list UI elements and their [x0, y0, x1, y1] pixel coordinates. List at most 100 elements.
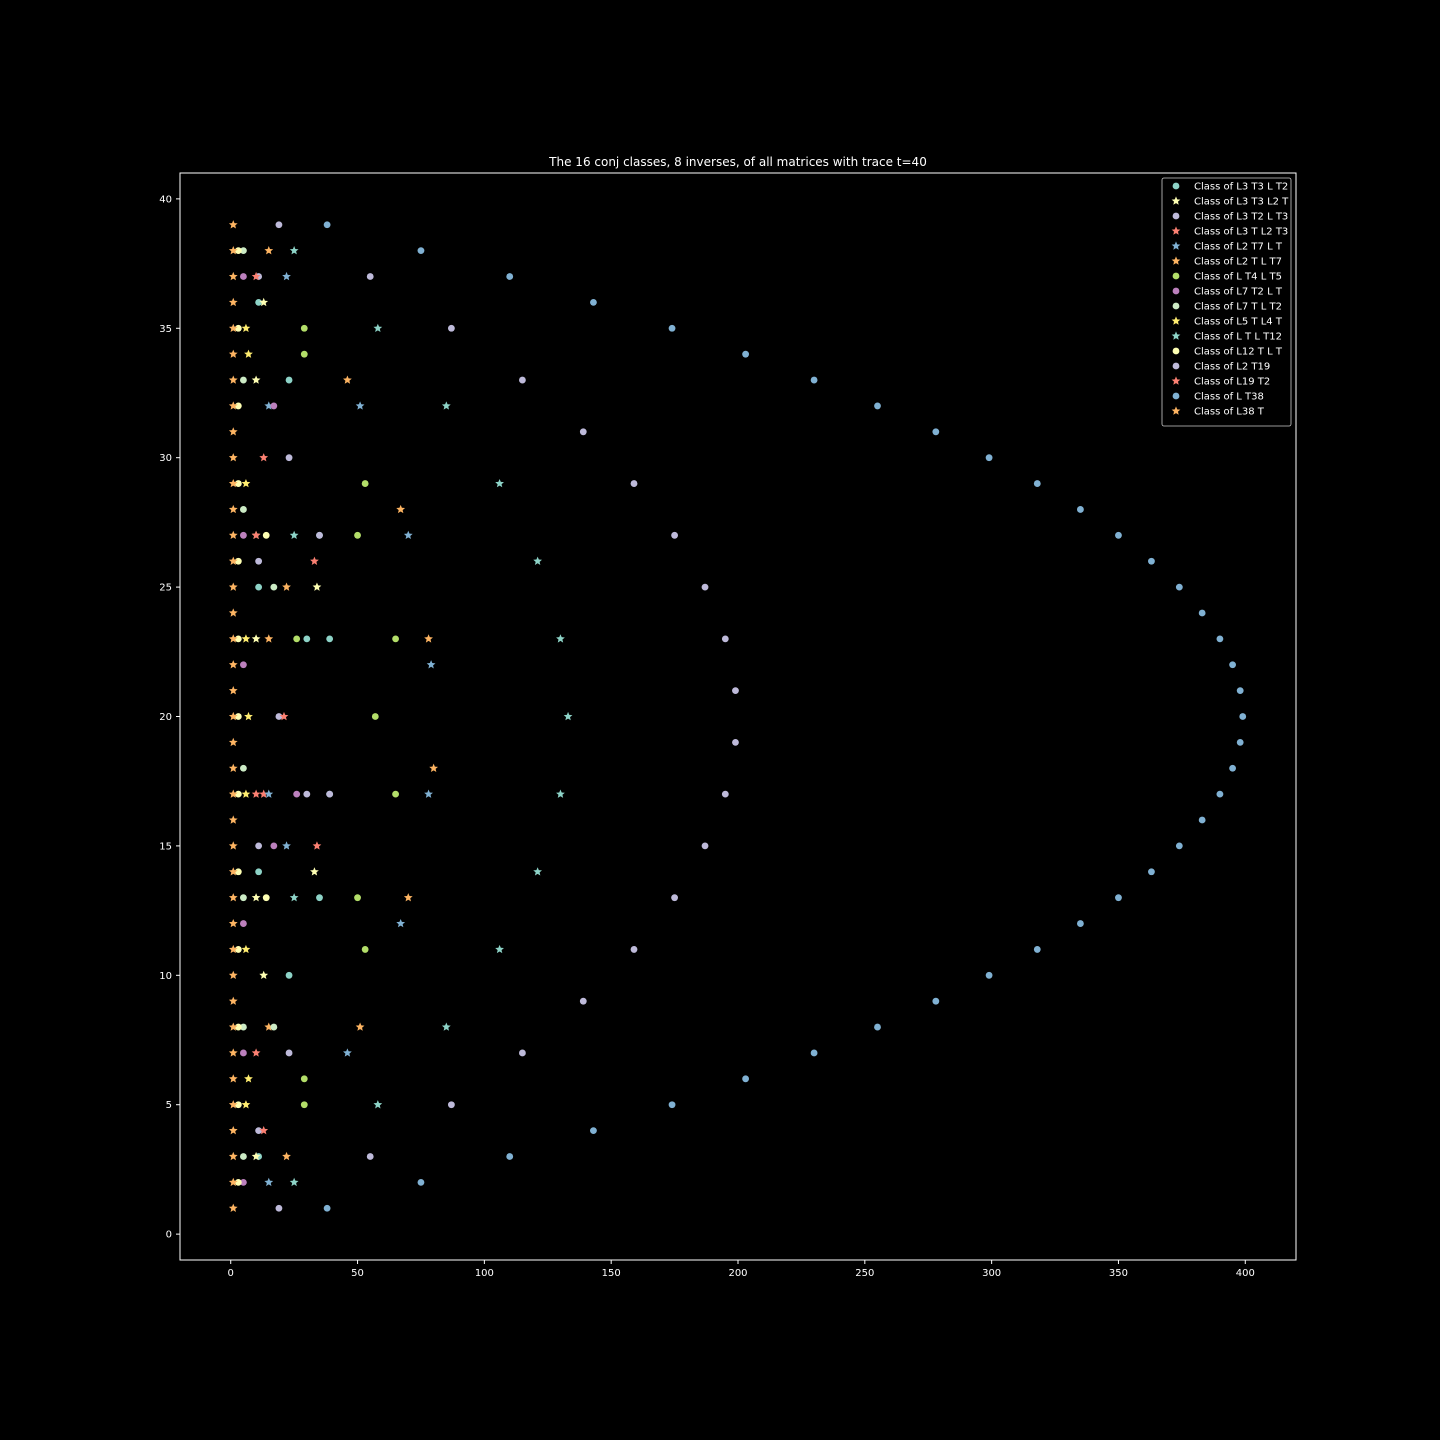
data-point	[563, 711, 573, 721]
data-point	[495, 478, 504, 488]
data-point	[1148, 557, 1155, 565]
data-point	[234, 946, 242, 953]
data-point	[259, 789, 269, 798]
data-point	[742, 1075, 750, 1083]
legend-marker	[1171, 226, 1181, 235]
data-point	[275, 1204, 283, 1212]
legend-entry: Class of L2 T19	[1172, 362, 1270, 373]
legend-entry: Class of L3 T L2 T3	[1171, 226, 1288, 238]
legend-label: Class of L12 T L T	[1194, 347, 1283, 358]
data-point	[228, 711, 238, 721]
data-point	[240, 1153, 247, 1160]
legend-marker	[1171, 316, 1181, 325]
series-8	[240, 273, 301, 1186]
data-point	[282, 582, 291, 591]
data-point	[590, 1127, 597, 1134]
data-point	[285, 454, 293, 462]
x-tick-label: 50	[351, 1268, 364, 1279]
x-axis: 0 50 100 150 200 250 300 350 400	[228, 1260, 1255, 1279]
legend-label: Class of L7 T L T2	[1194, 302, 1282, 313]
series-10	[241, 323, 253, 1109]
data-point	[985, 454, 993, 462]
data-point	[255, 842, 263, 850]
data-point	[228, 530, 238, 540]
data-point	[668, 1101, 676, 1109]
data-point	[264, 634, 274, 643]
data-point	[810, 376, 818, 384]
data-point	[354, 531, 361, 539]
data-point	[742, 350, 750, 358]
data-point	[312, 841, 322, 850]
data-point	[228, 1203, 238, 1212]
data-point	[1077, 506, 1084, 513]
series-3	[255, 221, 739, 1212]
data-point	[228, 349, 238, 358]
y-tick-label: 35	[159, 324, 172, 335]
data-point	[424, 634, 433, 643]
data-point	[506, 273, 514, 280]
data-point	[303, 635, 311, 643]
data-point	[228, 608, 238, 617]
series-7	[293, 324, 399, 1109]
legend-label: Class of L2 T19	[1194, 362, 1270, 373]
legend-entry: Class of L T38	[1172, 392, 1264, 403]
data-point	[429, 763, 439, 772]
series-4	[251, 271, 322, 1135]
data-point	[240, 506, 247, 513]
data-point	[228, 686, 238, 695]
data-point	[392, 635, 399, 643]
data-point	[874, 402, 881, 410]
data-point	[241, 944, 251, 954]
data-point	[417, 247, 425, 255]
data-point	[343, 1048, 352, 1057]
y-tick-label: 25	[159, 583, 172, 594]
data-point	[630, 480, 638, 487]
data-point	[228, 970, 238, 980]
legend-entry: Class of L3 T3 L2 T	[1171, 196, 1289, 208]
data-point	[300, 1101, 308, 1109]
data-point	[262, 894, 270, 902]
data-point	[228, 1126, 238, 1135]
data-point	[228, 867, 238, 876]
data-point	[241, 1100, 251, 1109]
data-point	[228, 453, 238, 462]
y-tick-label: 10	[159, 971, 172, 982]
data-point	[1033, 946, 1041, 953]
data-point	[1115, 531, 1122, 539]
data-point	[323, 1204, 331, 1212]
data-point	[275, 713, 283, 720]
data-point	[293, 635, 301, 643]
data-point	[270, 583, 278, 591]
legend-box	[1161, 177, 1292, 427]
data-point	[519, 1049, 526, 1057]
x-tick-label: 300	[982, 1268, 1001, 1279]
data-point	[701, 842, 709, 850]
data-point	[264, 789, 274, 798]
data-point	[255, 1127, 263, 1134]
data-point	[300, 1075, 308, 1083]
data-point	[1175, 842, 1183, 850]
data-point	[285, 1049, 293, 1057]
legend-entry: Class of L2 T7 L T	[1171, 241, 1283, 253]
data-point	[240, 661, 247, 669]
data-point	[1077, 920, 1084, 927]
data-point	[874, 1023, 881, 1031]
data-point	[371, 713, 379, 720]
data-point	[244, 1074, 253, 1083]
data-marks	[228, 220, 1247, 1212]
data-point	[251, 530, 261, 540]
data-point	[228, 918, 238, 928]
legend-marker	[1171, 331, 1181, 340]
data-point	[234, 1178, 242, 1186]
data-point	[228, 763, 238, 772]
data-point	[259, 1126, 269, 1135]
data-point	[228, 556, 238, 565]
data-point	[417, 1178, 425, 1186]
x-tick-label: 250	[855, 1268, 874, 1279]
data-point	[228, 996, 238, 1005]
data-point	[228, 323, 238, 333]
data-point	[234, 635, 242, 643]
data-point	[234, 557, 242, 565]
series-15	[323, 221, 1247, 1212]
data-point	[240, 1178, 247, 1186]
